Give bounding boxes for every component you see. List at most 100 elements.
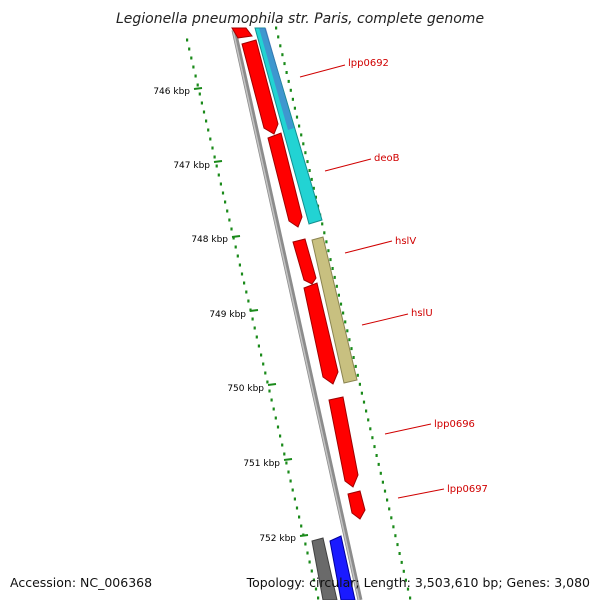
gene-labels: lpp0692 deoB hslV hslU lpp0696 lpp0697: [299, 58, 488, 499]
genome-summary-text: Topology: circular; Length: 3,503,610 bp…: [246, 575, 590, 590]
track-dot: [221, 191, 225, 195]
tick-mark: [267, 383, 277, 386]
track-dot: [213, 155, 216, 159]
track-dot: [317, 596, 320, 600]
track-dot: [404, 578, 407, 582]
track-dot: [272, 407, 275, 411]
track-dot: [371, 436, 374, 440]
track-dot: [400, 560, 403, 564]
cds-feature: [292, 238, 317, 285]
track-dot: [200, 101, 203, 105]
track-dot: [390, 516, 393, 520]
label-leader: [361, 313, 409, 326]
scale-ticks: 746 kbp 747 kbp 748 kbp 749 kbp 750 kbp …: [153, 87, 309, 544]
track-dot: [260, 353, 263, 357]
genome-backbone-highlight: [232, 29, 360, 600]
outer-dot-track: [275, 26, 412, 600]
track-dot: [342, 311, 345, 315]
track-dot: [298, 515, 301, 519]
track-dot: [196, 83, 199, 87]
track-dot: [327, 249, 330, 253]
track-dot: [325, 240, 328, 244]
tick-mark: [231, 235, 241, 238]
tick-mark: [299, 534, 309, 537]
tick-mark: [283, 458, 293, 461]
label-leader: [344, 240, 393, 254]
cds-feature: [303, 282, 339, 385]
track-dot: [381, 480, 384, 484]
track-dot: [266, 380, 269, 384]
track-dot: [285, 71, 288, 74]
track-dot: [388, 507, 391, 511]
map-title: Legionella pneumophila str. Paris, compl…: [116, 11, 484, 27]
gene-label-lpp0692[interactable]: lpp0692: [348, 58, 389, 69]
track-dot: [217, 173, 220, 177]
track-dot: [228, 218, 231, 222]
track-dot: [298, 124, 301, 128]
gene-label-lpp0696[interactable]: lpp0696: [434, 419, 475, 430]
gene-feature-khaki: [311, 236, 358, 384]
tick-label: 748 kbp: [191, 235, 228, 245]
track-dot: [293, 497, 296, 501]
track-dot: [314, 587, 318, 591]
track-dot: [295, 115, 299, 119]
track-dot: [190, 56, 193, 60]
gene-label-hslV[interactable]: hslV: [395, 236, 416, 247]
track-dot: [293, 106, 296, 110]
gene-label-lpp0697[interactable]: lpp0697: [447, 484, 488, 495]
track-dot: [323, 231, 326, 235]
track-dot: [188, 47, 191, 51]
track-dot: [226, 209, 229, 213]
tick-label: 746 kbp: [153, 87, 190, 97]
track-dot: [394, 534, 397, 538]
track-dot: [232, 236, 235, 240]
track-dot: [205, 119, 208, 123]
track-dot: [314, 195, 317, 199]
track-dot: [379, 471, 382, 475]
track-dot: [274, 416, 277, 420]
track-dot: [310, 569, 313, 573]
track-dot: [358, 382, 361, 386]
track-dot: [211, 146, 214, 150]
track-dot: [236, 254, 239, 258]
track-dot: [329, 258, 332, 262]
track-dot: [365, 409, 368, 413]
track-dot: [291, 97, 294, 101]
accession-text: Accession: NC_006368: [10, 575, 153, 590]
label-leader: [384, 423, 432, 435]
track-dot: [350, 347, 353, 351]
gene-feature-blue: [329, 535, 356, 600]
track-dot: [300, 524, 303, 528]
track-dot: [270, 398, 273, 402]
track-dot: [360, 391, 363, 395]
label-leader: [324, 158, 372, 172]
track-dot: [310, 177, 313, 181]
track-dot: [277, 35, 280, 39]
track-dot: [243, 281, 246, 285]
track-dot: [276, 425, 280, 429]
track-dot: [198, 92, 201, 96]
gene-label-hslU[interactable]: hslU: [411, 308, 433, 319]
track-dot: [354, 364, 357, 368]
track-dot: [333, 275, 336, 279]
track-dot: [255, 335, 258, 339]
track-dot: [321, 222, 324, 226]
track-dot: [392, 525, 395, 529]
tick-label: 751 kbp: [243, 459, 280, 469]
track-dot: [312, 186, 315, 190]
tick-label: 750 kbp: [227, 384, 264, 394]
track-dot: [356, 373, 359, 377]
gene-label-deoB[interactable]: deoB: [374, 153, 400, 164]
cds-feature: [231, 27, 253, 39]
track-dot: [337, 293, 340, 297]
track-dot: [281, 443, 284, 447]
track-dot: [377, 462, 380, 466]
track-dot: [240, 272, 244, 276]
track-dot: [287, 470, 290, 474]
tick-mark: [193, 87, 203, 90]
track-dot: [409, 596, 412, 600]
track-dot: [306, 160, 309, 164]
track-dot: [253, 326, 256, 330]
cds-feature: [241, 39, 279, 135]
